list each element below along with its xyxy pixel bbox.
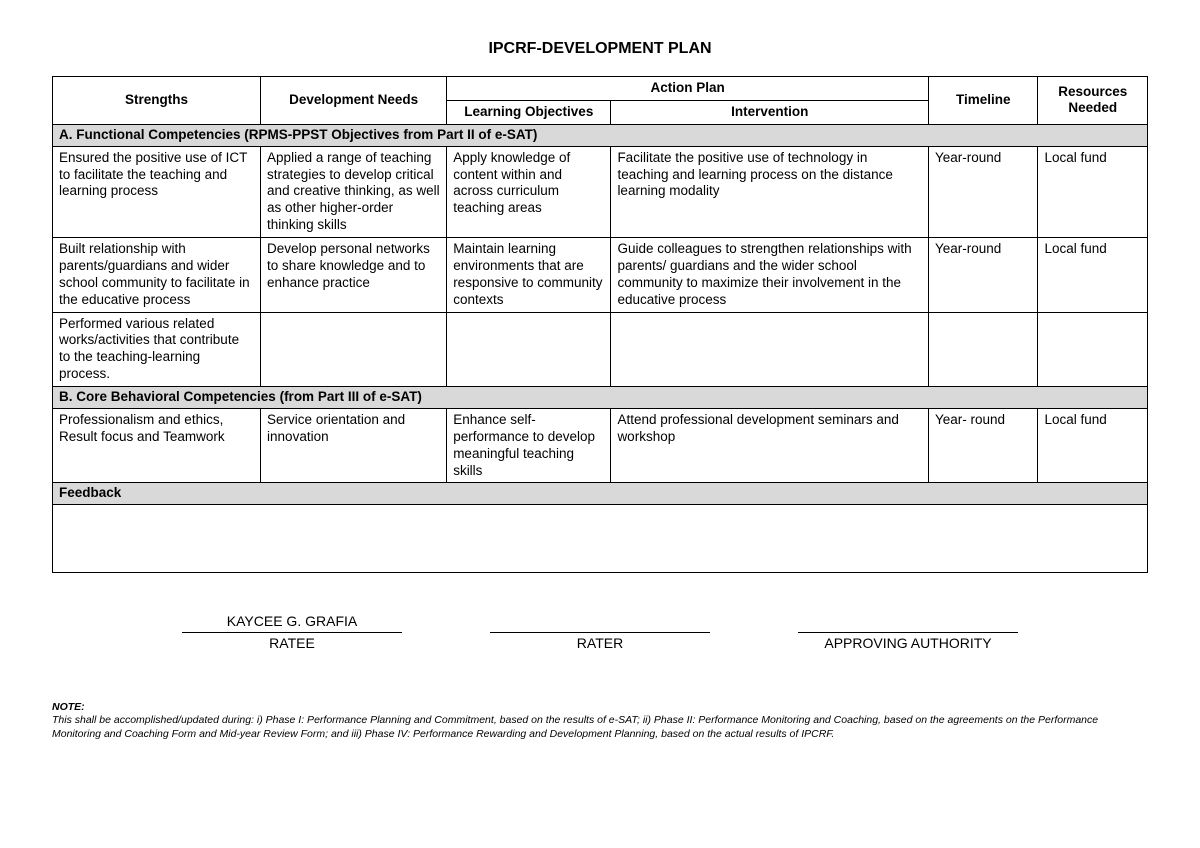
approving-role: APPROVING AUTHORITY (798, 635, 1018, 651)
header-strengths: Strengths (53, 77, 261, 125)
cell-strengths: Performed various related works/activiti… (53, 312, 261, 387)
rater-name (490, 613, 710, 633)
table-row: Built relationship with parents/guardian… (53, 238, 1148, 313)
rater-signature: RATER (490, 613, 710, 651)
cell-learning: Maintain learning environments that are … (447, 238, 611, 313)
approving-name (798, 613, 1018, 633)
header-actionplan: Action Plan (447, 77, 929, 101)
cell-resources (1038, 312, 1148, 387)
rater-role: RATER (490, 635, 710, 651)
signature-block: KAYCEE G. GRAFIA RATEE RATER APPROVING A… (52, 613, 1148, 651)
feedback-body-row (53, 505, 1148, 573)
feedback-label: Feedback (53, 483, 1148, 505)
cell-devneeds: Develop personal networks to share knowl… (261, 238, 447, 313)
cell-resources: Local fund (1038, 408, 1148, 483)
note-text: This shall be accomplished/updated durin… (52, 714, 1098, 739)
cell-intervention: Guide colleagues to strengthen relations… (611, 238, 929, 313)
cell-intervention: Attend professional development seminars… (611, 408, 929, 483)
cell-timeline: Year- round (928, 408, 1038, 483)
cell-learning: Enhance self-performance to develop mean… (447, 408, 611, 483)
section-a-label: A. Functional Competencies (RPMS-PPST Ob… (53, 124, 1148, 146)
approving-signature: APPROVING AUTHORITY (798, 613, 1018, 651)
cell-timeline: Year-round (928, 146, 1038, 237)
cell-strengths: Built relationship with parents/guardian… (53, 238, 261, 313)
feedback-header-row: Feedback (53, 483, 1148, 505)
cell-resources: Local fund (1038, 238, 1148, 313)
header-intervention: Intervention (611, 100, 929, 124)
section-a-row: A. Functional Competencies (RPMS-PPST Ob… (53, 124, 1148, 146)
section-b-row: B. Core Behavioral Competencies (from Pa… (53, 387, 1148, 409)
cell-strengths: Ensured the positive use of ICT to facil… (53, 146, 261, 237)
ratee-name: KAYCEE G. GRAFIA (182, 613, 402, 633)
header-learning: Learning Objectives (447, 100, 611, 124)
table-row: Performed various related works/activiti… (53, 312, 1148, 387)
table-row: Professionalism and ethics, Result focus… (53, 408, 1148, 483)
section-b-label: B. Core Behavioral Competencies (from Pa… (53, 387, 1148, 409)
ratee-signature: KAYCEE G. GRAFIA RATEE (182, 613, 402, 651)
cell-resources: Local fund (1038, 146, 1148, 237)
cell-devneeds (261, 312, 447, 387)
cell-devneeds: Applied a range of teaching strategies t… (261, 146, 447, 237)
page-title: IPCRF-DEVELOPMENT PLAN (52, 40, 1148, 58)
table-row: Ensured the positive use of ICT to facil… (53, 146, 1148, 237)
header-timeline: Timeline (928, 77, 1038, 125)
cell-learning: Apply knowledge of content within and ac… (447, 146, 611, 237)
cell-intervention: Facilitate the positive use of technolog… (611, 146, 929, 237)
development-plan-table: Strengths Development Needs Action Plan … (52, 76, 1148, 573)
header-devneeds: Development Needs (261, 77, 447, 125)
cell-timeline: Year-round (928, 238, 1038, 313)
note-label: NOTE: (52, 701, 85, 713)
header-resources: Resources Needed (1038, 77, 1148, 125)
ratee-role: RATEE (182, 635, 402, 651)
cell-timeline (928, 312, 1038, 387)
cell-learning (447, 312, 611, 387)
cell-strengths: Professionalism and ethics, Result focus… (53, 408, 261, 483)
feedback-body (53, 505, 1148, 573)
header-row-1: Strengths Development Needs Action Plan … (53, 77, 1148, 101)
note-block: NOTE: This shall be accomplished/updated… (52, 701, 1148, 740)
cell-devneeds: Service orientation and innovation (261, 408, 447, 483)
cell-intervention (611, 312, 929, 387)
